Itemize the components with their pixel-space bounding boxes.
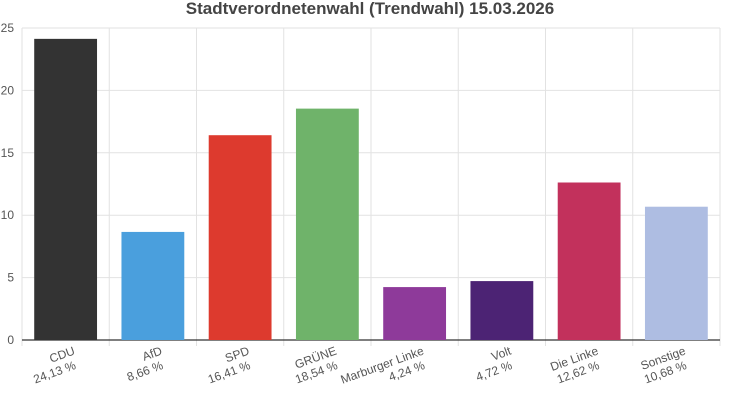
bar	[470, 281, 534, 340]
bar	[295, 108, 359, 341]
y-tick-label: 0	[7, 333, 14, 347]
x-tick-label: Volt	[489, 343, 513, 363]
bar	[121, 231, 185, 340]
y-tick-label: 5	[7, 271, 14, 285]
bar	[208, 135, 272, 340]
bar	[34, 38, 98, 340]
y-tick-label: 20	[1, 83, 15, 97]
bar	[383, 287, 447, 340]
chart-title: Stadtverordnetenwahl (Trendwahl) 15.03.2…	[186, 0, 554, 18]
x-tick-label: AfD	[140, 344, 164, 364]
bar	[644, 206, 708, 340]
y-tick-label: 25	[1, 21, 15, 35]
bar	[557, 182, 621, 340]
y-tick-label: 10	[1, 208, 15, 222]
y-tick-label: 15	[1, 146, 15, 160]
